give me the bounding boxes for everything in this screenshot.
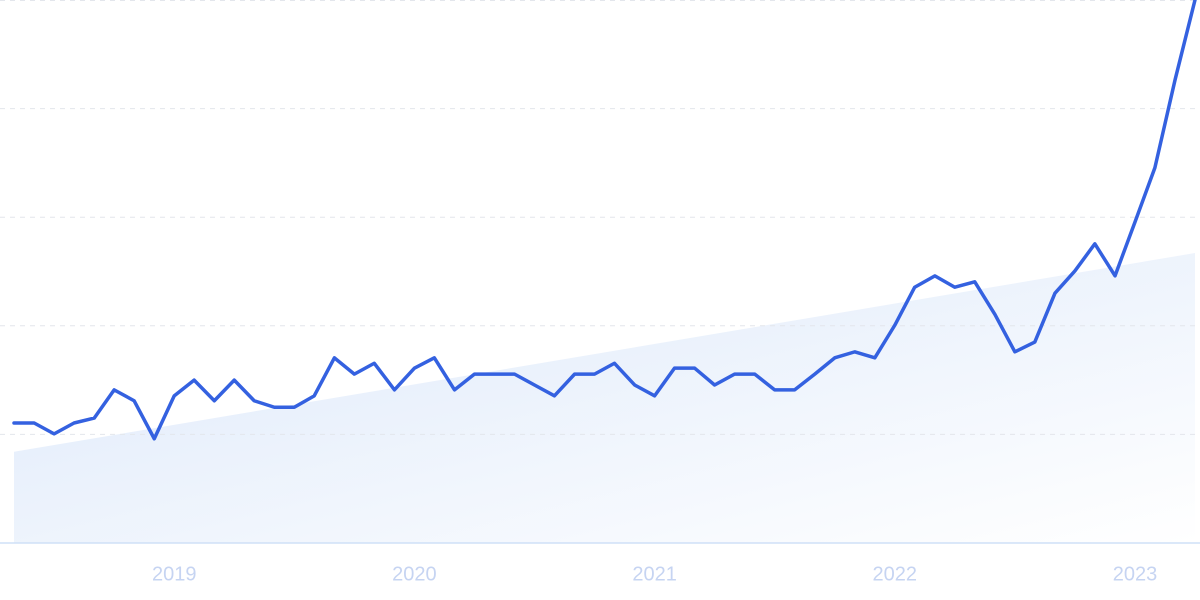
- trend-area: [14, 253, 1195, 543]
- x-tick-label: 2019: [152, 563, 197, 585]
- x-tick-label: 2022: [873, 563, 918, 585]
- x-tick-label: 2020: [392, 563, 437, 585]
- trend-line: [12, 0, 1197, 441]
- x-tick-label: 2021: [632, 563, 677, 585]
- x-tick-label: 2023: [1113, 563, 1158, 585]
